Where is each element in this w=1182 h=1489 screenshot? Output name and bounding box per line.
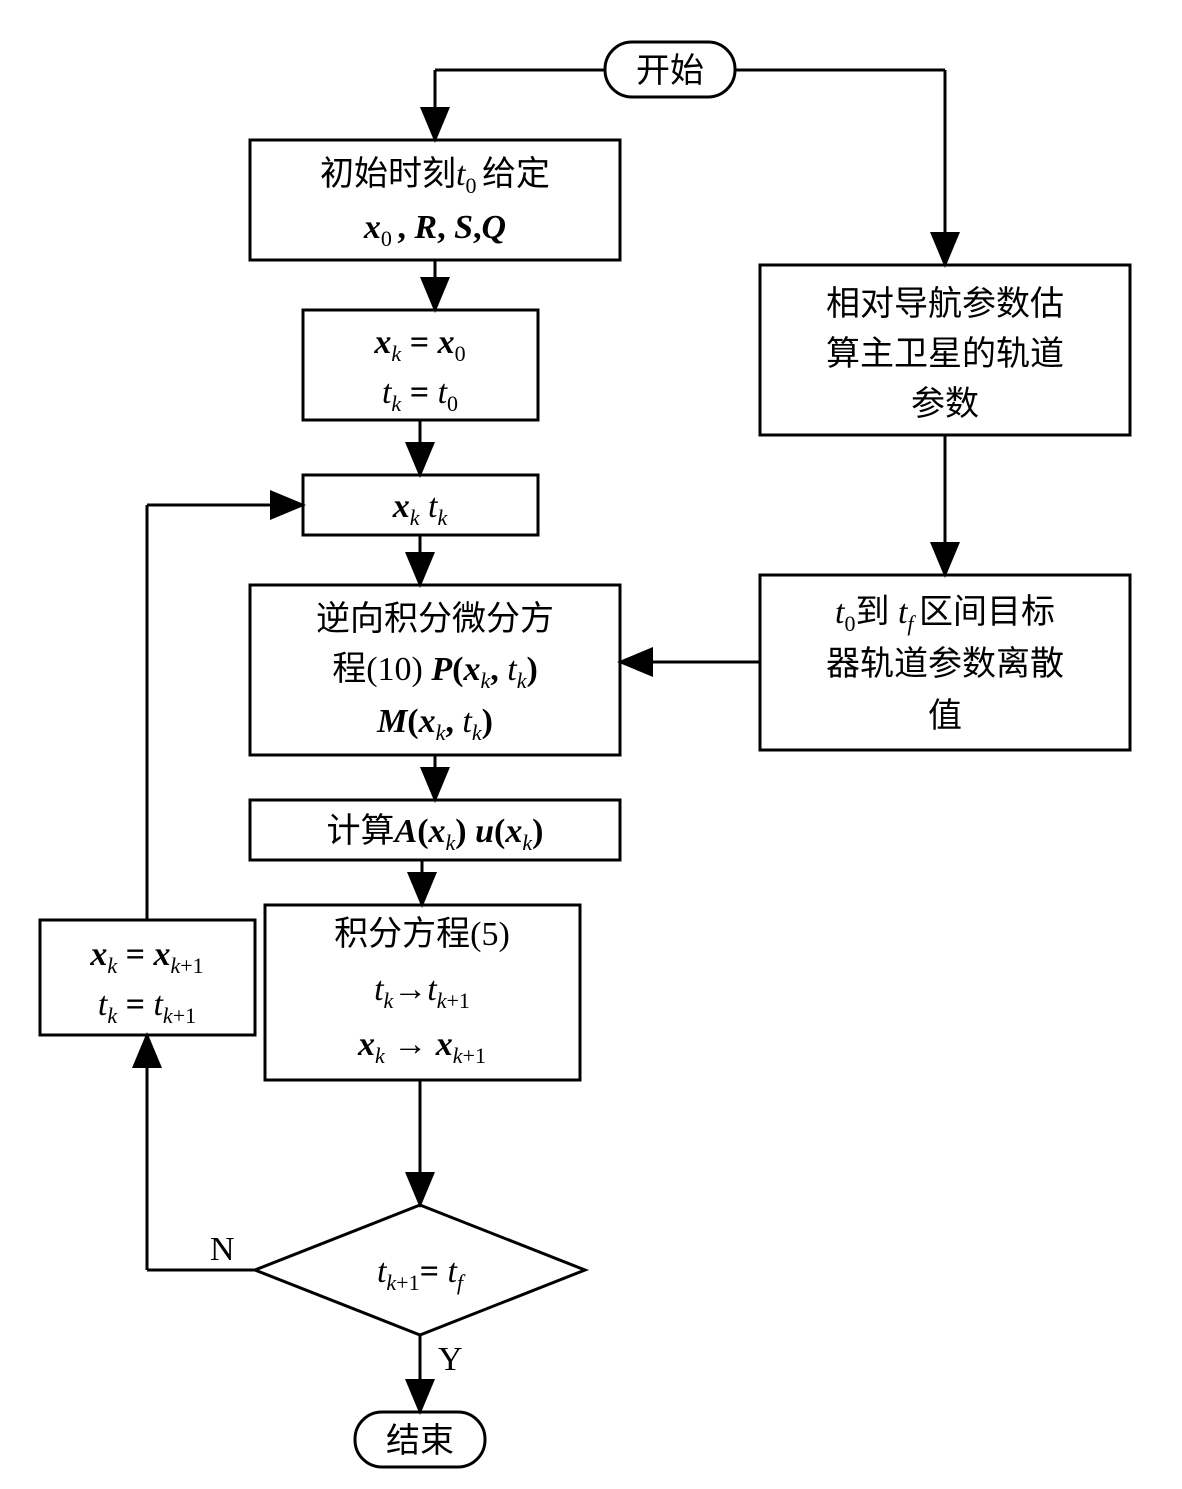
terminal-end: 结束 — [355, 1412, 485, 1467]
svg-text:xk → xk+1: xk → xk+1 — [357, 1026, 486, 1068]
svg-text:xk = xk+1: xk = xk+1 — [89, 936, 203, 978]
flowchart-svg: 开始 初始时刻t0 给定 x0 , R, S,Q xk = x0 tk = t0… — [20, 20, 1182, 1469]
svg-text:逆向积分微分方: 逆向积分微分方 — [316, 600, 554, 638]
svg-text:M(xk, tk): M(xk, tk) — [376, 703, 493, 745]
decision-cond: tk+1= tf — [255, 1205, 585, 1335]
svg-text:tk→tk+1: tk→tk+1 — [374, 971, 470, 1013]
svg-text:tk = t0: tk = t0 — [382, 374, 458, 416]
node-reverse: 逆向积分微分方 程(10) P(xk, tk) M(xk, tk) — [250, 585, 620, 755]
svg-text:tk = tk+1: tk = tk+1 — [98, 986, 196, 1028]
label-no: N — [210, 1231, 235, 1268]
label-yes: Y — [438, 1341, 463, 1378]
svg-text:算主卫星的轨道: 算主卫星的轨道 — [826, 335, 1064, 373]
svg-text:相对导航参数估: 相对导航参数估 — [826, 285, 1064, 323]
node-integ: 积分方程(5) tk→tk+1 xk → xk+1 — [265, 905, 580, 1080]
node-assign0: xk = x0 tk = t0 — [303, 310, 538, 420]
svg-text:积分方程(5): 积分方程(5) — [334, 915, 510, 953]
node-update: xk = xk+1 tk = tk+1 — [40, 920, 255, 1035]
svg-text:程(10) P(xk, tk): 程(10) P(xk, tk) — [332, 651, 538, 693]
node-init: 初始时刻t0 给定 x0 , R, S,Q — [250, 140, 620, 260]
node-nav: 相对导航参数估 算主卫星的轨道 参数 — [760, 265, 1130, 435]
svg-text:x0 , R, S,Q: x0 , R, S,Q — [363, 209, 506, 251]
svg-text:器轨道参数离散: 器轨道参数离散 — [826, 645, 1064, 683]
svg-text:参数: 参数 — [911, 385, 979, 423]
svg-text:初始时刻t0 给定: 初始时刻t0 给定 — [320, 155, 550, 198]
svg-text:t0到 tf 区间目标: t0到 tf 区间目标 — [835, 593, 1055, 636]
terminal-start: 开始 — [605, 42, 735, 97]
svg-text:计算A(xk) u(xk): 计算A(xk) u(xk) — [327, 812, 544, 855]
node-discrete: t0到 tf 区间目标 器轨道参数离散 值 — [760, 575, 1130, 750]
node-xktk: xk tk — [303, 475, 538, 535]
svg-text:值: 值 — [928, 697, 962, 735]
terminal-end-label: 结束 — [386, 1422, 454, 1460]
terminal-start-label: 开始 — [636, 52, 704, 90]
svg-text:tk+1= tf: tk+1= tf — [377, 1253, 466, 1295]
node-calcA: 计算A(xk) u(xk) — [250, 800, 620, 860]
svg-text:xk tk: xk tk — [392, 488, 449, 530]
svg-text:xk = x0: xk = x0 — [373, 324, 465, 366]
